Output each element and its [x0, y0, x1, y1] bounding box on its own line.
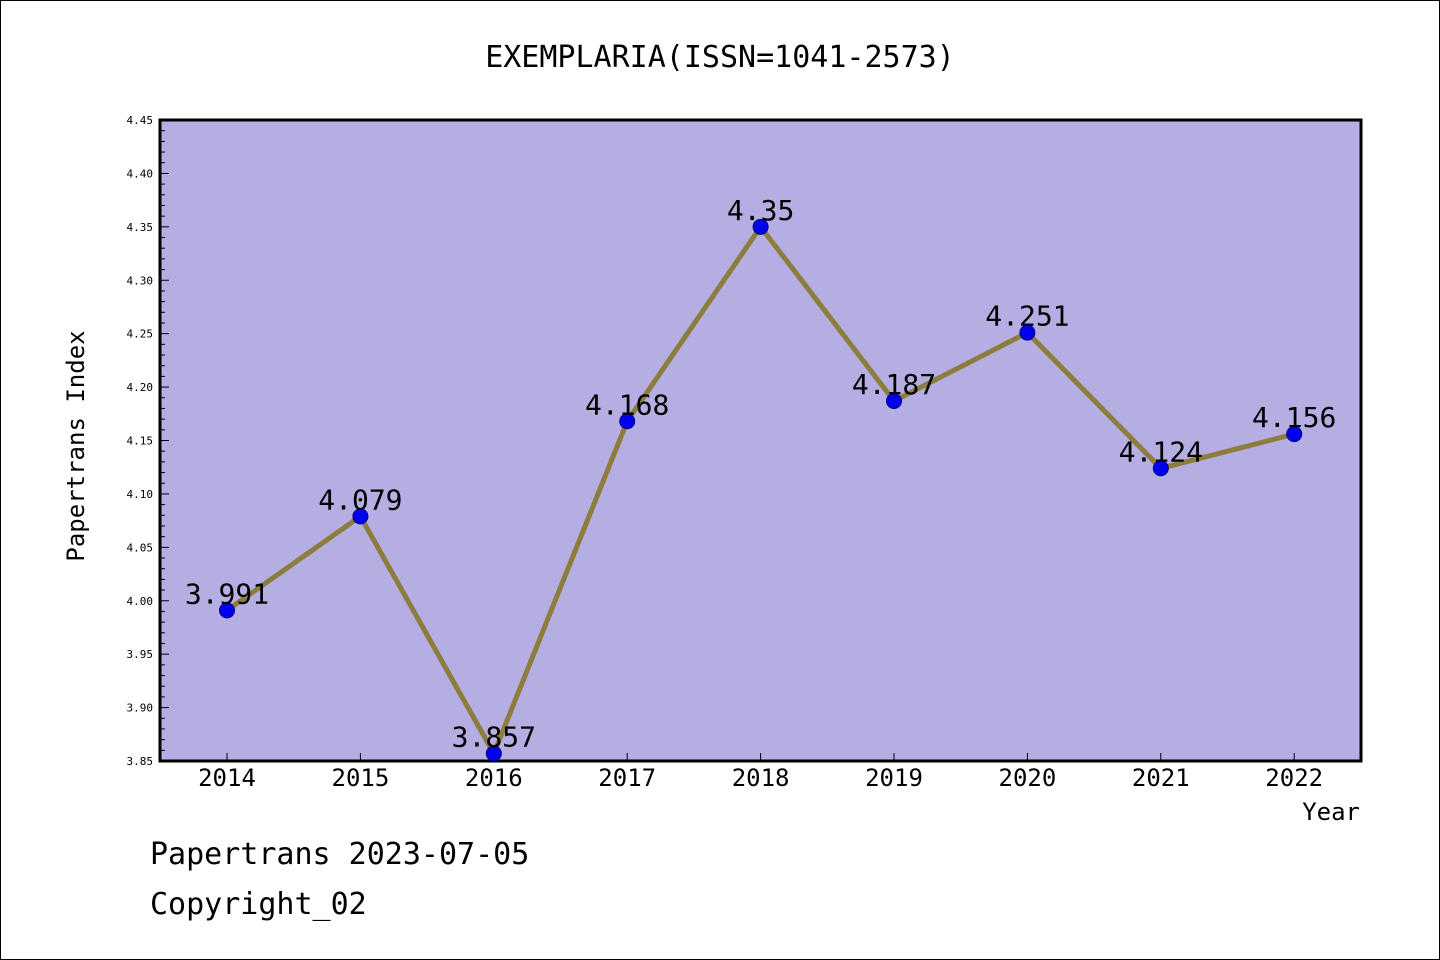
y-tick-label: 4.45	[127, 114, 154, 127]
data-point	[1286, 426, 1303, 443]
y-axis: 3.85 3.90 3.95 4.00 4.05 4.10 4.15 4.20 4.25 4.30…	[127, 114, 169, 768]
data-label: 4.251	[985, 300, 1069, 333]
data-point	[1152, 460, 1169, 477]
data-point	[886, 392, 902, 409]
y-tick-label: 4.30	[127, 274, 154, 287]
y-tick-label: 3.95	[127, 648, 154, 661]
x-tick-label: 2017	[598, 764, 656, 792]
data-label: 4.35	[727, 194, 794, 227]
data-point	[752, 218, 769, 235]
y-axis-label: Papertrans Index	[62, 330, 90, 561]
data-label: 4.156	[1252, 401, 1336, 434]
x-tick-label: 2021	[1132, 764, 1190, 792]
data-point	[1019, 324, 1036, 341]
y-tick-label: 3.90	[127, 702, 154, 715]
y-tick-label: 4.00	[127, 595, 154, 608]
y-tick-label: 3.85	[127, 755, 154, 768]
x-tick-label: 2018	[732, 764, 790, 792]
y-tick-label: 4.15	[127, 435, 154, 448]
y-tick-label: 4.25	[127, 328, 154, 341]
data-label: 3.857	[452, 721, 536, 754]
series-line-group	[219, 218, 1303, 762]
y-tick-label: 4.20	[127, 381, 154, 394]
x-tick-label: 2014	[198, 764, 256, 792]
y-tick-label: 4.05	[127, 541, 154, 554]
x-axis: 2014 2015 2016 2017 2018 2019 2020 2021 2022	[198, 753, 1323, 792]
x-tick-label: 2016	[465, 764, 523, 792]
data-point	[485, 745, 502, 762]
data-point	[219, 602, 235, 619]
data-label: 4.168	[585, 388, 669, 421]
x-tick-label: 2015	[332, 764, 390, 792]
y-tick-label: 4.40	[127, 167, 154, 180]
x-tick-label: 2022	[1265, 764, 1323, 792]
data-point	[619, 413, 636, 430]
footer-copyright: Copyright_02	[150, 887, 367, 922]
x-tick-label: 2019	[865, 764, 923, 792]
footer-date: Papertrans 2023-07-05	[150, 837, 529, 872]
y-tick-label: 4.10	[127, 488, 154, 501]
x-tick-label: 2020	[999, 764, 1057, 792]
data-label: 3.991	[185, 577, 269, 610]
y-tick-label: 4.35	[127, 221, 154, 234]
data-label: 4.124	[1119, 435, 1203, 468]
data-label: 4.187	[852, 368, 936, 401]
data-label-group: 3.991 4.079 3.857 4.168 4.35 4.187 4.251 4.124 4…	[185, 194, 1336, 754]
chart-title: EXEMPLARIA(ISSN=1041-2573)	[485, 40, 955, 75]
data-point	[352, 508, 369, 525]
x-axis-label: Year	[1302, 798, 1360, 826]
data-label: 4.079	[318, 483, 402, 516]
